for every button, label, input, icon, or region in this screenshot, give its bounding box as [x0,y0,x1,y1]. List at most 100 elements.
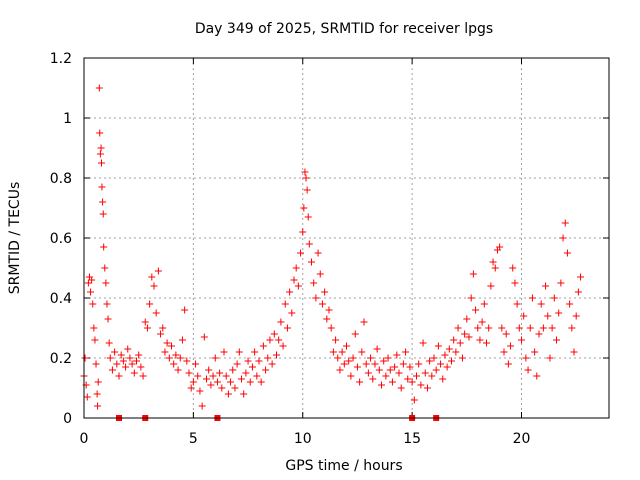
data-point [275,336,283,344]
y-tick-label: 1 [63,111,72,127]
data-point [362,360,370,368]
grid-lines [84,58,609,418]
data-point [546,354,554,362]
data-point [189,378,197,386]
data-point [312,294,320,302]
data-point [196,387,204,395]
data-point [146,300,154,308]
data-point [308,258,315,266]
data-point [218,384,226,392]
data-point [402,348,410,356]
data-point [522,354,530,362]
data-point [483,339,490,347]
data-point [290,276,298,284]
data-point [300,204,308,212]
data-point [185,369,193,377]
y-tick-label: 0.6 [50,231,72,247]
data-point [467,294,475,302]
data-point [268,360,276,368]
data-point [443,363,451,371]
data-point [415,360,423,368]
data-point [437,360,445,368]
data-point [441,351,449,359]
data-point [294,282,302,290]
data-point [371,360,379,368]
data-point [248,363,256,371]
data-point [174,366,182,374]
data-point [465,333,473,341]
data-point [364,369,372,377]
data-point [325,306,333,314]
data-point [454,324,462,332]
data-point [128,360,136,368]
data-point [101,264,109,272]
data-point [143,324,151,332]
data-point [496,243,504,251]
x-axis-label: GPS time / hours [285,458,402,474]
data-point [279,342,287,350]
data-point [227,378,235,386]
data-point [351,330,359,338]
data-point [476,336,484,344]
y-tick-label: 0 [63,411,72,427]
data-point [253,372,261,380]
data-point [81,354,89,362]
data-point [108,366,116,374]
data-point [106,354,114,362]
data-point [474,324,482,332]
data-point [386,366,394,374]
data-point [242,369,250,377]
data-point [500,348,508,356]
data-point [419,339,427,347]
data-point [124,345,132,353]
data-point [358,348,366,356]
data-point [163,339,171,347]
data-point [340,360,348,368]
data-point [150,282,158,290]
data-point [397,384,405,392]
data-point [102,279,110,287]
data-point [450,336,458,344]
data-point [382,372,390,380]
data-point [178,336,186,344]
data-point [84,279,92,287]
data-point [535,330,543,338]
data-point [262,366,270,374]
data-point [408,378,416,386]
data-point [91,336,99,344]
data-point [384,354,392,362]
data-point [297,249,305,257]
data-point [222,372,230,380]
data-point [360,318,368,326]
data-point [122,363,130,371]
data-point [524,366,532,374]
data-point [327,324,335,332]
data-point [570,348,578,356]
data-point [356,378,364,386]
data-point [92,360,100,368]
data-point [172,351,180,359]
data-point [478,318,486,326]
data-point [87,288,95,296]
x-tick-label: 5 [189,431,198,447]
data-point [511,279,519,287]
data-point [137,363,145,371]
data-point [235,348,243,356]
data-point [286,288,294,296]
y-tick-label: 0.4 [50,291,72,307]
data-point [461,330,469,338]
data-point [391,363,399,371]
data-point [183,357,191,365]
data-point [426,357,434,365]
data-point [480,300,488,308]
data-point [115,372,123,380]
x-tick-label: 20 [513,431,531,447]
data-point [404,375,412,383]
data-point [572,312,580,320]
data-point [472,306,480,314]
data-point [213,378,221,386]
data-point [513,300,521,308]
data-point [318,300,326,308]
data-point [83,393,91,401]
data-point [246,378,254,386]
